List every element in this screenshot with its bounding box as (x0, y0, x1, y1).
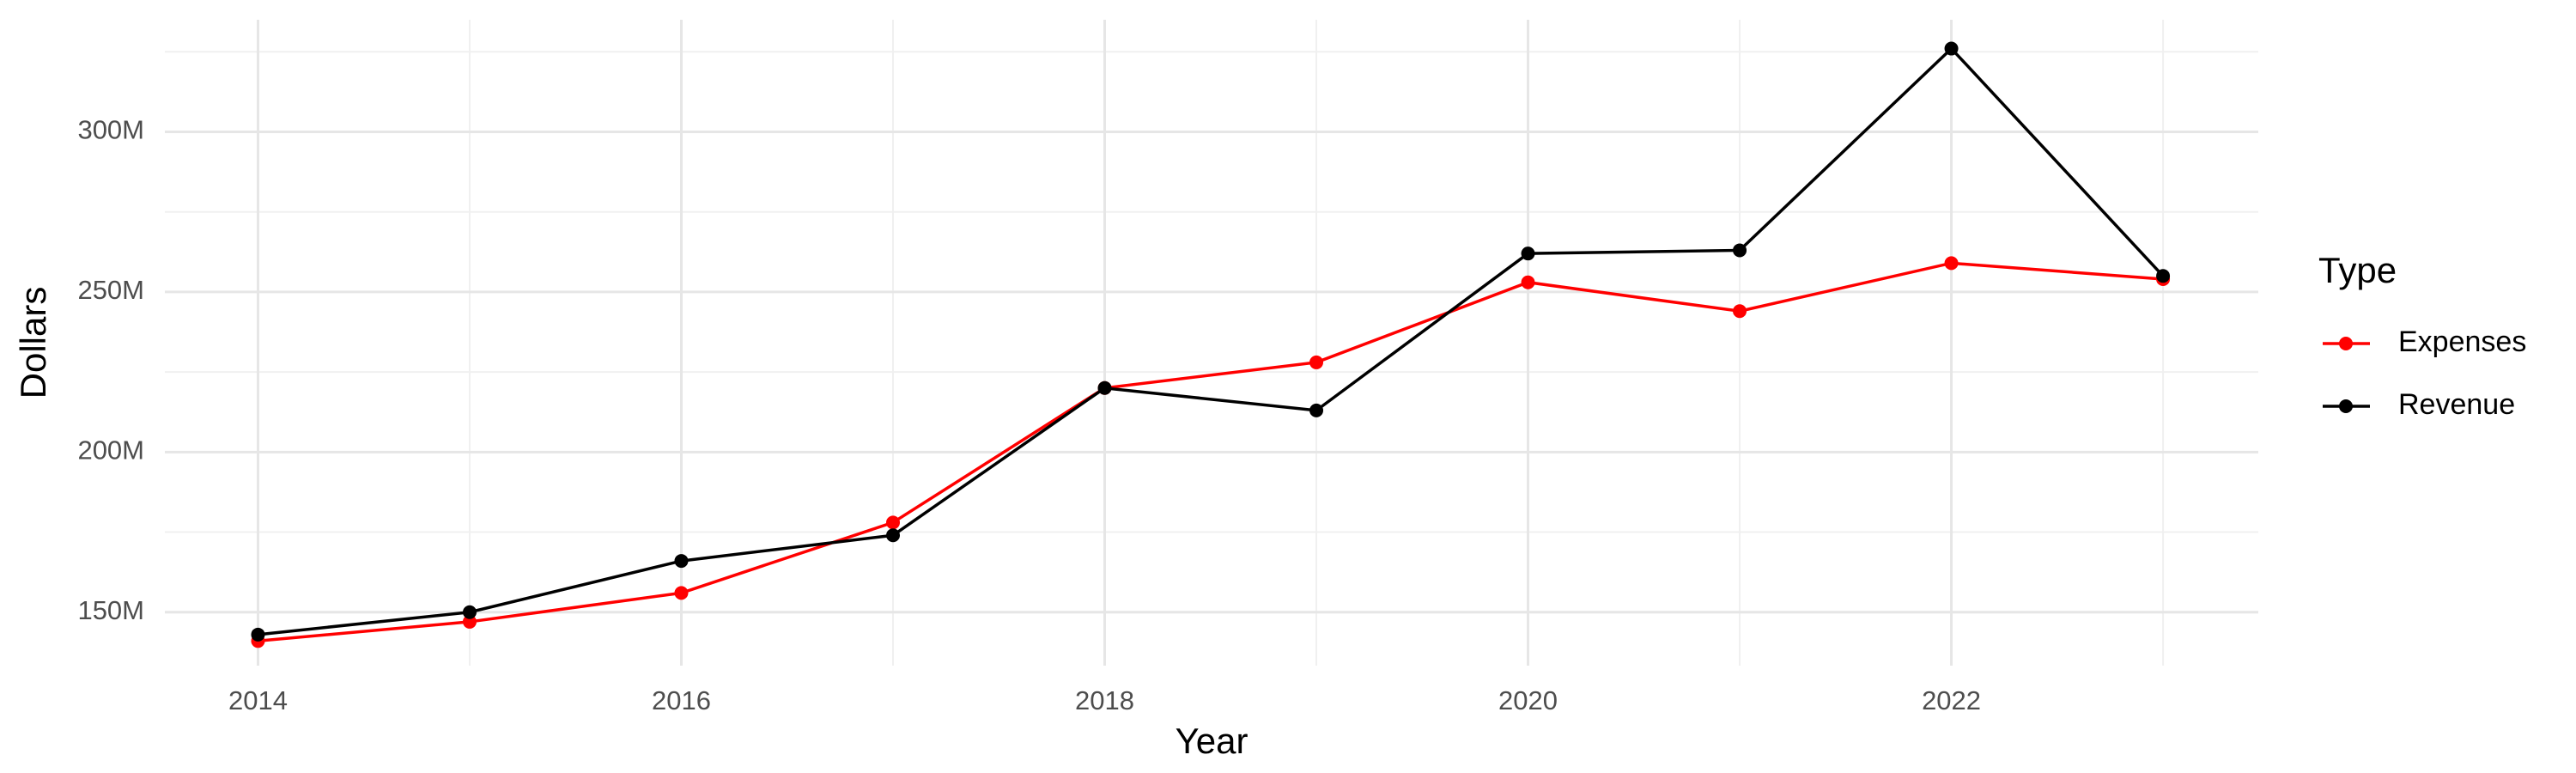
data-point (886, 515, 900, 530)
y-axis-title: Dollars (13, 287, 53, 399)
data-point (674, 554, 689, 569)
data-point (251, 627, 265, 642)
series-line (258, 46, 2165, 636)
x-axis-title: Year (1176, 721, 1249, 761)
y-tick-label: 300M (77, 115, 144, 145)
data-point (462, 605, 477, 619)
legend-title: Type (2318, 250, 2397, 290)
data-point (1944, 41, 1959, 56)
y-tick-label: 200M (77, 435, 144, 466)
x-tick-label: 2016 (652, 685, 711, 715)
data-point (1733, 243, 1747, 258)
legend-key-point (2339, 399, 2353, 413)
legend-label: Revenue (2398, 388, 2515, 421)
y-tick-label: 250M (77, 275, 144, 305)
data-point (462, 614, 477, 629)
y-tick-label: 150M (77, 595, 144, 625)
data-point (1521, 275, 1535, 289)
x-tick-label: 2014 (228, 685, 288, 715)
legend-label: Expenses (2398, 326, 2526, 358)
data-point (2156, 269, 2171, 283)
x-tick-label: 2018 (1075, 685, 1134, 715)
series-line (258, 261, 2164, 643)
data-point (1097, 380, 1112, 395)
legend-key-point (2339, 337, 2353, 350)
data-point (1309, 403, 1324, 417)
data-point (886, 528, 900, 543)
data-point (1521, 247, 1535, 261)
data-point (1309, 355, 1324, 369)
x-tick-label: 2022 (1922, 685, 1981, 715)
data-point (1944, 256, 1959, 271)
x-tick-label: 2020 (1498, 685, 1558, 715)
data-point (1733, 304, 1747, 319)
data-point (674, 586, 689, 600)
